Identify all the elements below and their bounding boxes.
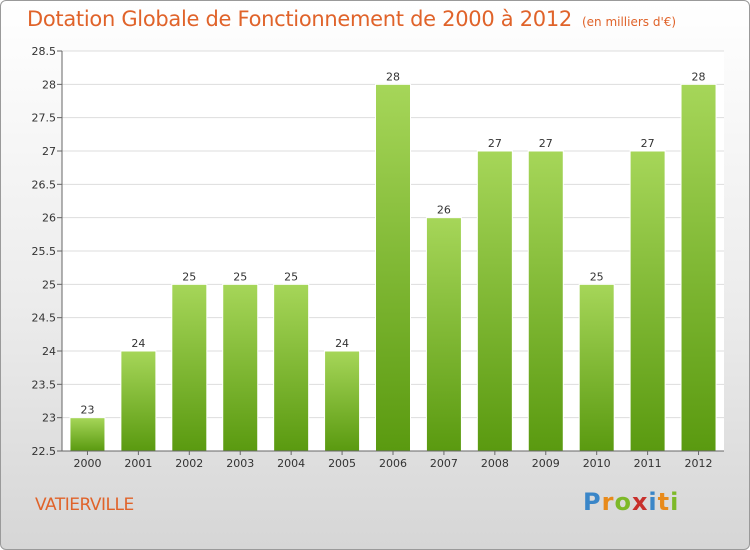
y-tick-label: 24.5 bbox=[32, 312, 57, 325]
bar-2001 bbox=[120, 350, 157, 452]
bars: 23 24 25 25 25 24 28 26 27 27 25 27 28 bbox=[69, 70, 717, 452]
x-axis: 2000 2001 2002 2003 2004 2005 2006 2007 2008 2009… bbox=[62, 450, 724, 470]
data-label: 27 bbox=[539, 137, 553, 150]
x-tick-label: 2006 bbox=[379, 457, 407, 470]
data-label: 25 bbox=[233, 270, 247, 283]
bar-2004 bbox=[273, 283, 310, 452]
y-tick-label: 23.5 bbox=[32, 378, 57, 391]
x-tick-label: 2005 bbox=[328, 457, 356, 470]
x-tick-label: 2000 bbox=[73, 457, 101, 470]
bar-2012 bbox=[680, 83, 717, 452]
x-tick-label: 2011 bbox=[634, 457, 662, 470]
x-tick-label: 2012 bbox=[685, 457, 713, 470]
bar-2002 bbox=[171, 283, 208, 452]
bar-2008 bbox=[476, 150, 513, 452]
y-tick-label: 27.5 bbox=[32, 112, 57, 125]
data-label: 24 bbox=[335, 337, 349, 350]
data-label: 25 bbox=[182, 270, 196, 283]
bar-2005 bbox=[324, 350, 361, 452]
bar-2010 bbox=[578, 283, 615, 452]
x-tick-label: 2007 bbox=[430, 457, 458, 470]
chart-title: Dotation Globale de Fonctionnement de 20… bbox=[27, 7, 676, 31]
data-label: 28 bbox=[386, 70, 400, 83]
y-tick-label: 27 bbox=[42, 145, 56, 158]
y-axis: 22.5 23 23.5 24 24.5 25 25.5 26 26.5 27 27.5 28 28.5 bbox=[32, 45, 63, 458]
bar-2011 bbox=[629, 150, 666, 452]
data-label: 25 bbox=[284, 270, 298, 283]
y-tick-label: 26 bbox=[42, 212, 56, 225]
bar-2007 bbox=[425, 217, 462, 452]
data-label: 26 bbox=[437, 204, 451, 217]
data-label: 25 bbox=[590, 270, 604, 283]
chart-title-text: Dotation Globale de Fonctionnement de 20… bbox=[27, 7, 572, 31]
data-label: 27 bbox=[641, 137, 655, 150]
data-label: 23 bbox=[80, 404, 94, 417]
y-tick-label: 28 bbox=[42, 78, 56, 91]
x-tick-label: 2008 bbox=[481, 457, 509, 470]
x-tick-label: 2001 bbox=[124, 457, 152, 470]
x-tick-label: 2003 bbox=[226, 457, 254, 470]
x-tick-label: 2009 bbox=[532, 457, 560, 470]
x-tick-label: 2004 bbox=[277, 457, 305, 470]
bar-2000 bbox=[69, 417, 106, 452]
y-tick-label: 28.5 bbox=[32, 45, 57, 58]
y-tick-label: 22.5 bbox=[32, 445, 57, 458]
data-label: 28 bbox=[692, 70, 706, 83]
x-tick-label: 2002 bbox=[175, 457, 203, 470]
y-tick-label: 24 bbox=[42, 345, 56, 358]
y-tick-label: 23 bbox=[42, 412, 56, 425]
bar-2003 bbox=[222, 283, 259, 452]
y-tick-label: 25.5 bbox=[32, 245, 57, 258]
chart-unit: (en milliers d'€) bbox=[581, 15, 677, 29]
bar-2006 bbox=[375, 83, 411, 452]
bar-2009 bbox=[527, 150, 564, 452]
x-tick-label: 2010 bbox=[583, 457, 611, 470]
proxiti-logo: Proxiti bbox=[583, 488, 680, 516]
y-tick-label: 26.5 bbox=[32, 178, 57, 191]
commune-name: VATIERVILLE bbox=[35, 495, 134, 515]
data-label: 24 bbox=[131, 337, 145, 350]
y-tick-label: 25 bbox=[42, 278, 56, 291]
data-label: 27 bbox=[488, 137, 502, 150]
